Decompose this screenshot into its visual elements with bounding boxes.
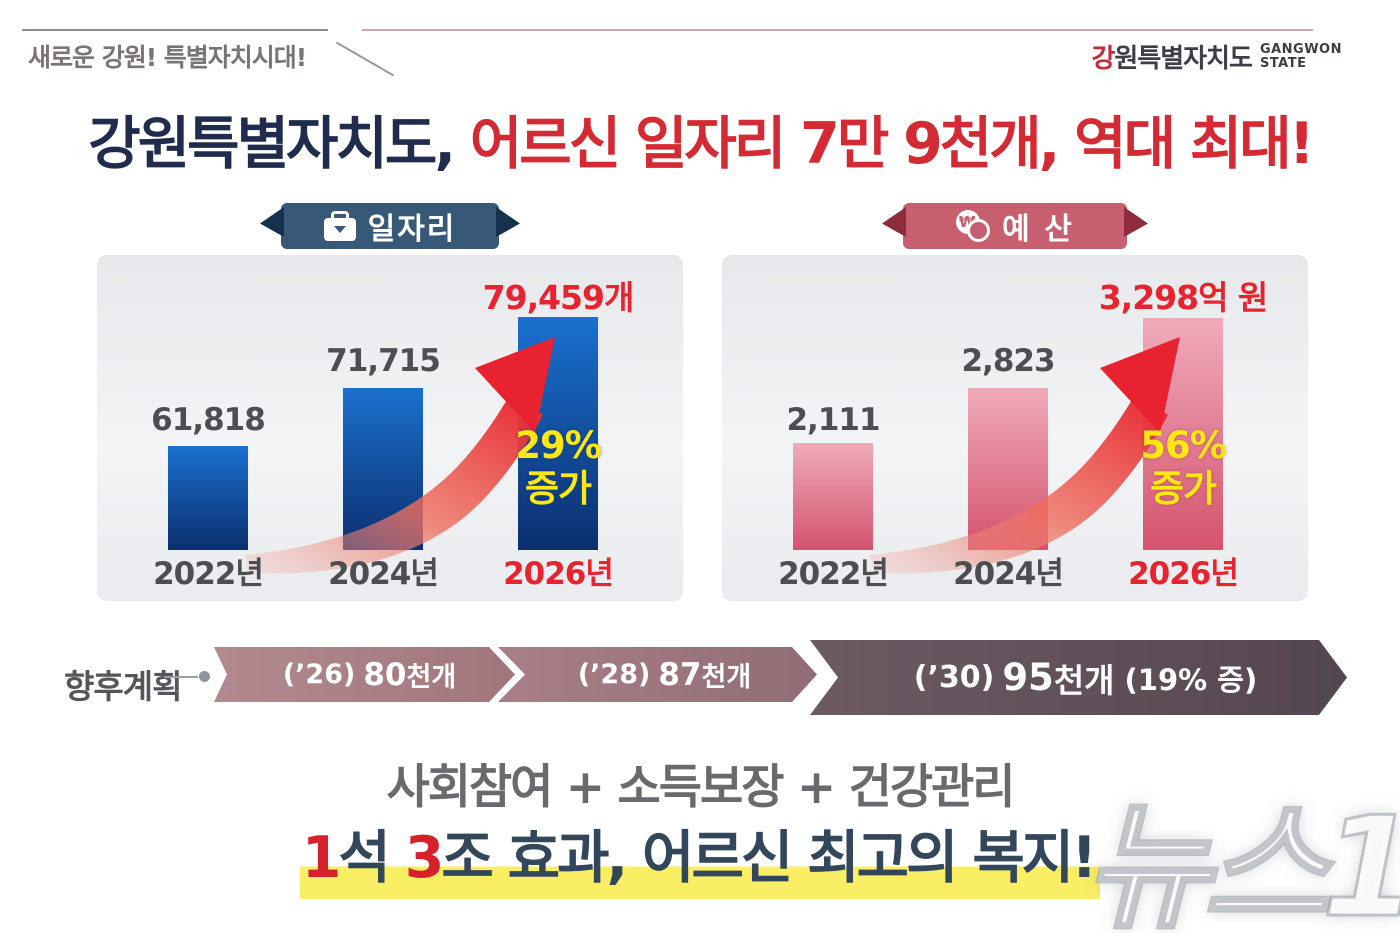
slash-decoration: [334, 28, 398, 66]
gangwon-state-logo: 강원특별자치도 GANGWON STATE: [1091, 38, 1342, 75]
page-title: 강원특별자치도, 어르신 일자리 7만 9천개, 역대 최대!: [0, 98, 1400, 180]
jobs-bar-2022: [168, 446, 248, 550]
growth-arrow: [245, 337, 555, 574]
roadmap-connector-line: [164, 676, 198, 678]
ribbon-fold-right: [1124, 207, 1148, 237]
roadmap-step-2028: (’28) 87 천개: [498, 647, 817, 702]
jobs-value-2026: 79,459개: [482, 278, 635, 317]
budget-chart-panel: 2,111 2,823 3,298억 원 56% 증가 2022년 2024년 …: [722, 255, 1308, 601]
jobs-year-2024: 2024년: [328, 556, 439, 592]
news1-watermark: 뉴스1: [1083, 786, 1400, 933]
logo-english: GANGWON STATE: [1259, 41, 1342, 71]
budget-growth-annotation: 56% 증가: [1140, 424, 1227, 510]
won-coin-icon: ₩: [956, 210, 991, 242]
title-red-part: 어르신 일자리 7만 9천개, 역대 최대!: [452, 111, 1315, 177]
jobs-chart-panel: 61,818 71,715 79,459개 29% 증가 2022년 2024년…: [97, 255, 683, 601]
slogan-line: 1석 3조 효과, 어르신 최고의 복지!: [0, 812, 1400, 899]
top-divider-gray: [22, 29, 328, 31]
jobs-value-2022: 61,818: [151, 402, 266, 438]
roadmap-step-2030: (’30) 95 천개 (19% 증): [810, 640, 1347, 715]
budget-bar-2022: [793, 443, 873, 550]
top-divider-pink: [362, 29, 1313, 31]
budget-value-2024: 2,823: [961, 343, 1055, 379]
roadmap-step-2026: (’26) 80 천개: [214, 647, 515, 702]
title-navy-part: 강원특별자치도,: [88, 111, 456, 177]
yellow-highlight: 1석 3조 효과, 어르신 최고의 복지!: [299, 825, 1101, 899]
briefcase-icon: [323, 217, 356, 241]
benefits-line: 사회참여 + 소득보장 + 건강관리: [386, 760, 1015, 815]
budget-value-2022: 2,111: [786, 402, 880, 438]
ribbon-fold-left: [882, 207, 906, 237]
jobs-ribbon: 일자리: [260, 203, 520, 249]
budget-value-2026: 3,298억 원: [1098, 278, 1269, 317]
budget-year-2024: 2024년: [953, 556, 1064, 592]
jobs-ribbon-label: 일자리: [367, 212, 457, 247]
jobs-year-2026: 2026년: [503, 556, 614, 592]
roadmap-label: 향후계획: [64, 667, 182, 706]
tagline: 새로운 강원! 특별자치시대!: [28, 43, 307, 72]
jobs-year-2022: 2022년: [153, 556, 264, 592]
roadmap-banner: 향후계획 (’26) 80 천개 (’28) 87 천개 (’30) 95 천개 (19…: [0, 640, 1400, 720]
jobs-value-2024: 71,715: [326, 343, 441, 379]
logo-korean: 강원특별자치도: [1091, 44, 1252, 74]
jobs-growth-annotation: 29% 증가: [515, 424, 602, 510]
growth-arrow: [870, 337, 1180, 574]
budget-ribbon-label: 예 산: [1002, 212, 1074, 247]
budget-year-2026: 2026년: [1128, 556, 1239, 592]
roadmap-connector-dot: [199, 671, 210, 682]
budget-year-2022: 2022년: [778, 556, 889, 592]
ribbon-fold-left: [260, 207, 284, 237]
ribbon-fold-right: [496, 207, 520, 237]
budget-ribbon: ₩ 예 산: [882, 203, 1148, 249]
